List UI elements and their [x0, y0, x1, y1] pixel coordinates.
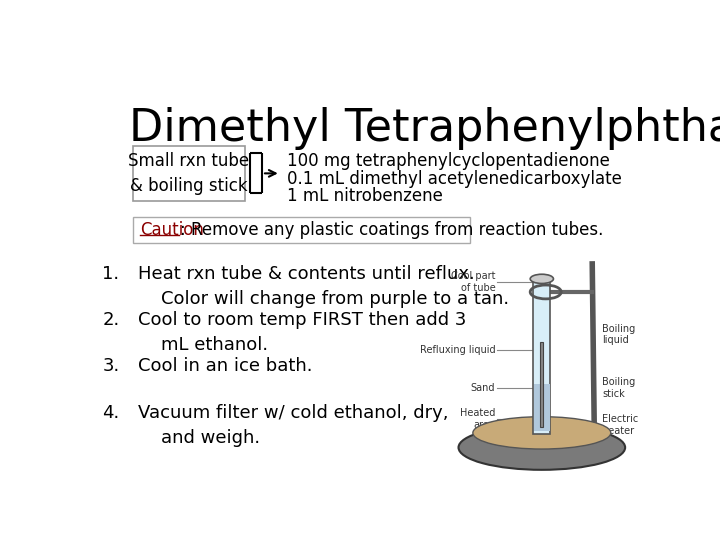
Ellipse shape	[473, 417, 611, 449]
Text: Boiling
liquid: Boiling liquid	[602, 323, 636, 345]
Bar	[534, 280, 550, 434]
Bar	[534, 384, 549, 430]
Ellipse shape	[530, 274, 554, 284]
Text: Cool in an ice bath.: Cool in an ice bath.	[138, 357, 312, 375]
Ellipse shape	[459, 425, 625, 470]
Text: Vacuum filter w/ cold ethanol, dry,
    and weigh.: Vacuum filter w/ cold ethanol, dry, and …	[138, 403, 449, 447]
Text: 1.: 1.	[102, 265, 120, 283]
Text: Caution: Caution	[140, 221, 204, 239]
Text: 4.: 4.	[102, 403, 120, 422]
Text: Sand: Sand	[471, 383, 495, 393]
Text: Small rxn tube
& boiling stick: Small rxn tube & boiling stick	[128, 152, 249, 195]
Text: Heated
area: Heated area	[460, 408, 495, 430]
Text: Heat rxn tube & contents until reflux.
    Color will change from purple to a ta: Heat rxn tube & contents until reflux. C…	[138, 265, 509, 308]
FancyBboxPatch shape	[132, 217, 469, 242]
Text: 3.: 3.	[102, 357, 120, 375]
Text: 1 mL nitrobenzene: 1 mL nitrobenzene	[287, 187, 443, 205]
Text: 100 mg tetraphenylcyclopentadienone: 100 mg tetraphenylcyclopentadienone	[287, 152, 610, 170]
Text: : Remove any plastic coatings from reaction tubes.: : Remove any plastic coatings from react…	[180, 221, 603, 239]
Text: 0.1 mL dimethyl acetylenedicarboxylate: 0.1 mL dimethyl acetylenedicarboxylate	[287, 170, 622, 187]
Text: Cool to room temp FIRST then add 3
    mL ethanol.: Cool to room temp FIRST then add 3 mL et…	[138, 311, 467, 354]
Text: Cool part
of tube: Cool part of tube	[451, 271, 495, 293]
Bar	[540, 342, 544, 427]
Text: Dimethyl Tetraphenylphthalate: Dimethyl Tetraphenylphthalate	[129, 107, 720, 150]
Text: Refluxing liquid: Refluxing liquid	[420, 345, 495, 355]
Text: Boiling
stick: Boiling stick	[602, 377, 636, 399]
FancyBboxPatch shape	[132, 146, 245, 201]
Text: 2.: 2.	[102, 311, 120, 329]
Text: Electric
heater: Electric heater	[602, 414, 639, 436]
